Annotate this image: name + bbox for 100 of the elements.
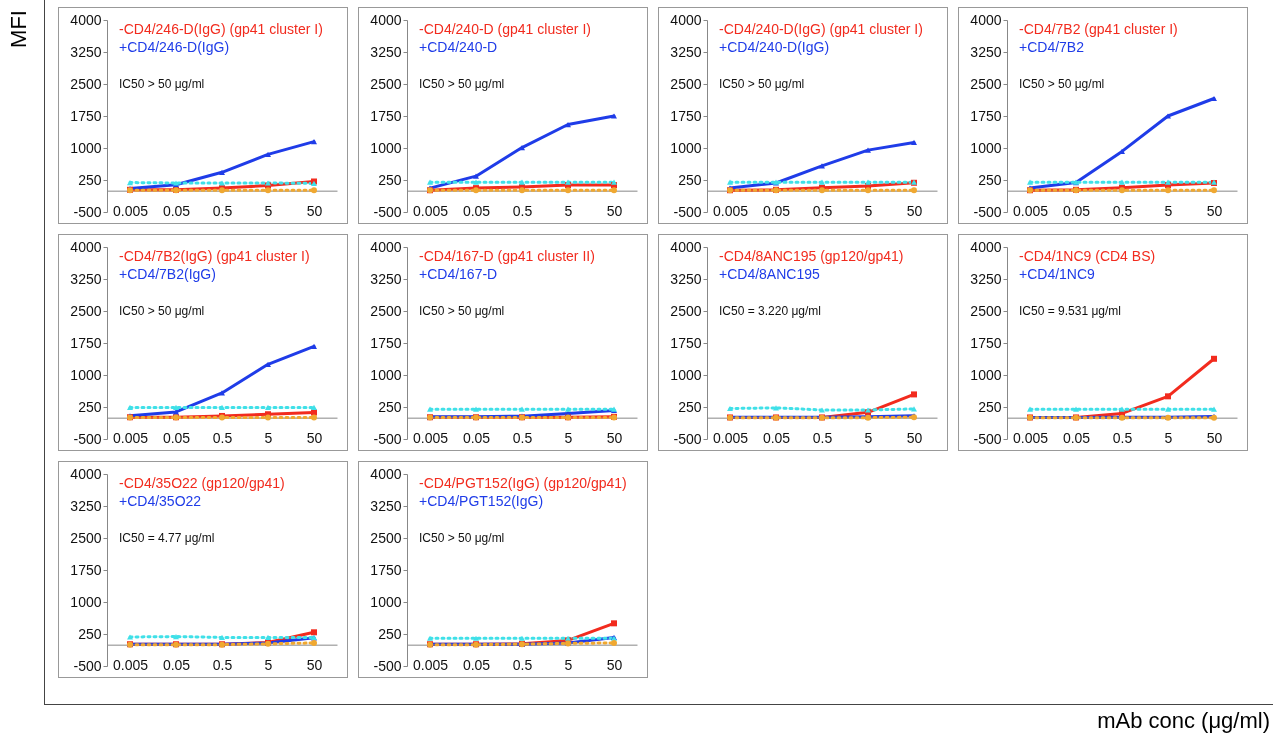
y-tick-label: 1750: [70, 334, 102, 351]
x-tick-label: 0.05: [162, 429, 191, 446]
y-tick-label: 1750: [370, 561, 402, 578]
x-tick-label: 0.5: [512, 429, 533, 446]
x-tick-label: 5: [564, 429, 573, 446]
y-tick-label: 250: [78, 625, 102, 642]
x-tick-label: 5: [564, 202, 573, 219]
y-tick-label: 1750: [370, 107, 402, 124]
y-tick-label: -500: [373, 203, 402, 220]
y-tick-label: -500: [73, 203, 102, 220]
x-tick-label: 0.005: [712, 429, 749, 446]
y-tick-label: 1000: [370, 366, 402, 383]
x-tick-label: 50: [306, 656, 323, 673]
x-tick-label: 5: [264, 656, 273, 673]
x-tick-label: 0.005: [1012, 202, 1049, 219]
x-tick-label: 0.5: [212, 429, 233, 446]
x-tick-label: 0.005: [412, 656, 449, 673]
annotation: IC50 > 50 μg/ml: [419, 531, 505, 545]
x-tick-label: 5: [264, 429, 273, 446]
x-tick-label: 0.005: [412, 202, 449, 219]
text: +CD4/PGT152(IgG): [419, 493, 544, 509]
x-tick-label: 50: [606, 202, 623, 219]
y-tick-label: 2500: [970, 75, 1002, 92]
annotation: IC50 > 50 μg/ml: [719, 77, 805, 91]
y-axis-title: MFI: [6, 10, 32, 48]
x-tick-label: 5: [564, 656, 573, 673]
annotation: IC50 > 50 μg/ml: [1019, 77, 1105, 91]
y-tick-label: 250: [378, 398, 402, 415]
x-tick-label: 50: [1206, 429, 1223, 446]
x-tick-label: 5: [264, 202, 273, 219]
y-tick-label: 2500: [370, 75, 402, 92]
y-tick-label: 4000: [970, 11, 1002, 28]
y-tick-label: 4000: [670, 11, 702, 28]
text: +CD4/7B2: [1019, 39, 1085, 55]
text: +CD4/240-D: [419, 39, 498, 55]
x-tick-label: 0.005: [112, 656, 149, 673]
y-tick-label: 3250: [970, 270, 1002, 287]
y-tick-label: 1000: [70, 593, 102, 610]
x-tick-label: 50: [306, 429, 323, 446]
text: +CD4/7B2(IgG): [119, 266, 216, 282]
x-tick-label: 50: [306, 202, 323, 219]
x-tick-label: 5: [864, 429, 873, 446]
y-tick-label: 1750: [670, 334, 702, 351]
annotation: IC50 > 50 μg/ml: [119, 77, 205, 91]
y-tick-label: 1000: [970, 139, 1002, 156]
x-tick-label: 0.005: [1012, 429, 1049, 446]
text: -CD4/1NC9 (CD4 BS): [1019, 248, 1156, 264]
x-tick-label: 0.5: [812, 202, 833, 219]
y-tick-label: 2500: [70, 529, 102, 546]
y-tick-label: 2500: [70, 75, 102, 92]
text: -CD4/PGT152(IgG) (gp120/gp41): [419, 475, 627, 491]
x-tick-label: 0.5: [1112, 202, 1133, 219]
x-tick-label: 5: [1164, 429, 1173, 446]
y-tick-label: -500: [673, 430, 702, 447]
text: -CD4/240-D(IgG) (gp41 cluster I): [719, 21, 923, 37]
text: +CD4/167-D: [419, 266, 498, 282]
annotation: IC50 > 50 μg/ml: [119, 304, 205, 318]
x-tick-label: 0.5: [512, 656, 533, 673]
x-tick-label: 0.05: [462, 656, 491, 673]
y-tick-label: 250: [378, 171, 402, 188]
y-tick-label: 3250: [370, 497, 402, 514]
y-tick-label: 3250: [670, 43, 702, 60]
text: +CD4/35O22: [119, 493, 202, 509]
y-tick-label: 4000: [670, 238, 702, 255]
y-tick-label: 1000: [70, 366, 102, 383]
x-tick-label: 0.05: [462, 429, 491, 446]
x-tick-label: 0.005: [712, 202, 749, 219]
x-tick-label: 50: [606, 429, 623, 446]
y-tick-label: -500: [673, 203, 702, 220]
text: -CD4/35O22 (gp120/gp41): [119, 475, 285, 491]
y-tick-label: 2500: [370, 302, 402, 319]
x-tick-label: 0.5: [512, 202, 533, 219]
x-tick-label: 0.05: [162, 202, 191, 219]
y-tick-label: 4000: [70, 465, 102, 482]
y-tick-label: 1000: [370, 139, 402, 156]
y-tick-label: 4000: [370, 465, 402, 482]
y-tick-label: 1750: [970, 334, 1002, 351]
y-tick-label: 1000: [670, 139, 702, 156]
y-tick-label: -500: [373, 430, 402, 447]
x-tick-label: 50: [606, 656, 623, 673]
y-tick-label: -500: [73, 657, 102, 674]
y-tick-label: 3250: [370, 43, 402, 60]
y-tick-label: 250: [978, 398, 1002, 415]
y-tick-label: 3250: [370, 270, 402, 287]
x-tick-label: 0.05: [462, 202, 491, 219]
x-tick-label: 50: [906, 429, 923, 446]
y-tick-label: -500: [973, 430, 1002, 447]
y-tick-label: -500: [973, 203, 1002, 220]
y-tick-label: 2500: [670, 302, 702, 319]
x-tick-label: 0.05: [1062, 429, 1091, 446]
x-tick-label: 50: [1206, 202, 1223, 219]
y-tick-label: 250: [678, 171, 702, 188]
y-tick-label: 2500: [970, 302, 1002, 319]
text: +CD4/8ANC195: [719, 266, 820, 282]
text: +CD4/240-D(IgG): [719, 39, 830, 55]
y-tick-label: 4000: [70, 11, 102, 28]
x-tick-label: 50: [906, 202, 923, 219]
x-tick-label: 0.005: [112, 202, 149, 219]
y-tick-label: 4000: [370, 238, 402, 255]
x-tick-label: 0.005: [412, 429, 449, 446]
